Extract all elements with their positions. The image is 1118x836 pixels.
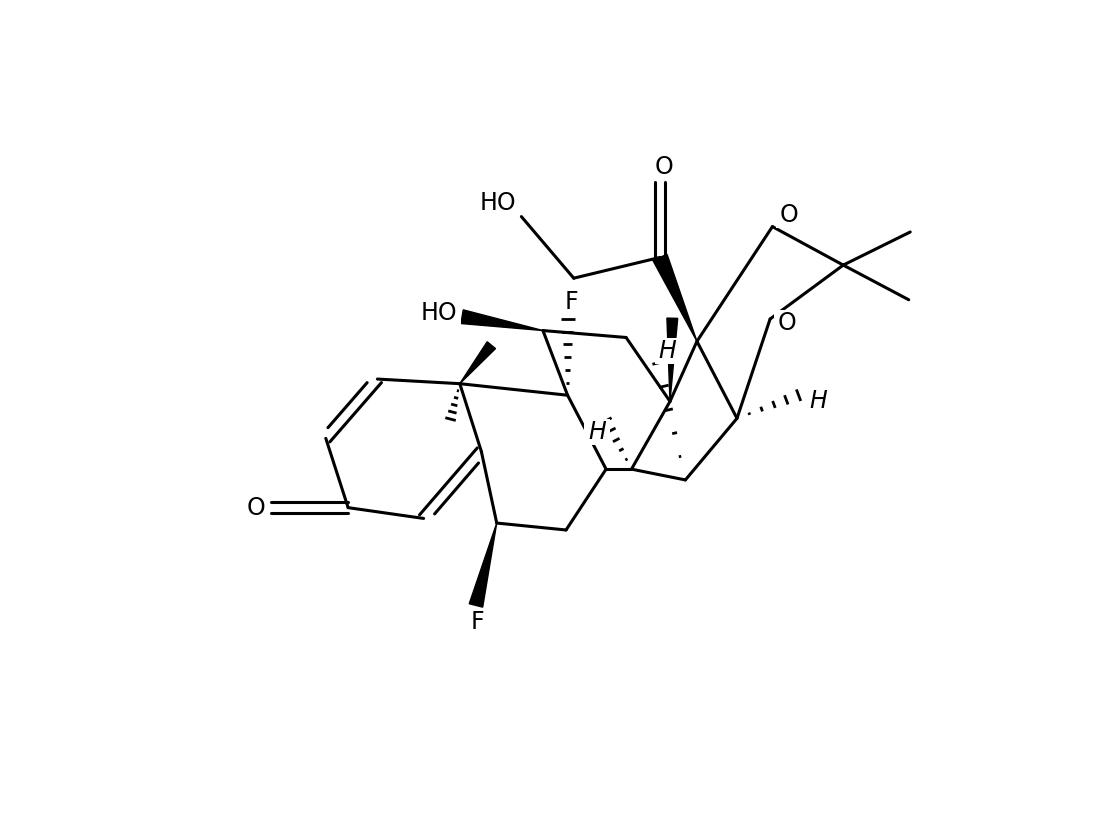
Text: O: O [778,311,796,335]
FancyBboxPatch shape [558,289,585,315]
Text: H: H [659,339,676,364]
FancyBboxPatch shape [651,154,676,180]
Text: HO: HO [420,301,457,325]
FancyBboxPatch shape [774,310,800,336]
Polygon shape [667,318,678,401]
Text: O: O [654,155,673,179]
Text: O: O [246,496,265,520]
FancyBboxPatch shape [805,388,831,415]
FancyBboxPatch shape [584,419,610,446]
Text: F: F [471,610,484,635]
Text: H: H [809,390,826,413]
Polygon shape [470,523,496,607]
Text: O: O [780,203,798,227]
FancyBboxPatch shape [776,202,803,228]
FancyBboxPatch shape [464,609,491,635]
FancyBboxPatch shape [417,300,461,326]
Text: F: F [565,290,578,314]
Polygon shape [461,310,543,330]
FancyBboxPatch shape [243,495,268,521]
Text: HO: HO [480,191,517,215]
FancyBboxPatch shape [655,339,681,364]
Polygon shape [459,342,495,384]
Text: H: H [588,421,606,444]
Polygon shape [653,254,697,341]
FancyBboxPatch shape [476,190,520,216]
